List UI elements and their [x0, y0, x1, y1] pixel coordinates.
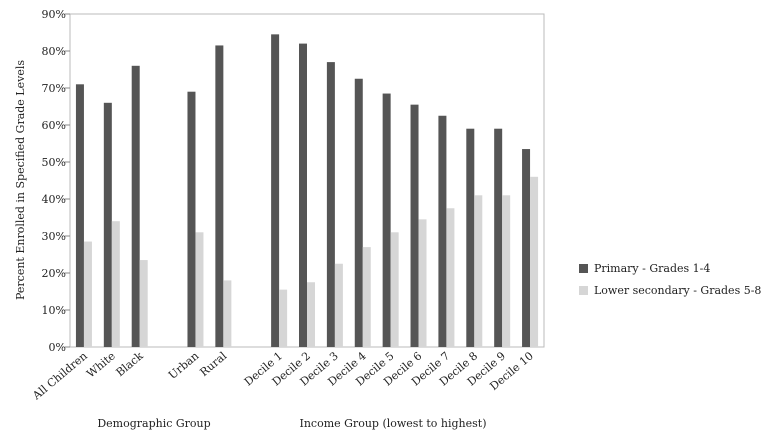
bar-lower-secondary: [390, 232, 399, 347]
y-axis-label: Percent Enrolled in Specified Grade Leve…: [14, 60, 27, 300]
bar-lower-secondary: [334, 263, 343, 347]
y-tick-label: 30%: [42, 230, 66, 243]
bar-primary: [131, 65, 140, 348]
group-label-income: Income Group (lowest to highest): [300, 417, 487, 430]
bar-primary: [103, 102, 112, 347]
bar-lower-secondary: [223, 280, 232, 347]
bar-primary: [75, 84, 84, 348]
bar-lower-secondary: [83, 241, 92, 347]
y-tick-label: 0%: [49, 341, 66, 354]
legend-label-primary: Primary - Grades 1-4: [594, 262, 710, 275]
x-tick-label: Rural: [197, 349, 229, 379]
bars: [75, 34, 539, 348]
bar-primary: [187, 91, 196, 347]
bar-lower-secondary: [111, 221, 120, 347]
bar-lower-secondary: [418, 219, 427, 347]
bar-primary: [271, 34, 280, 347]
bar-primary: [215, 45, 224, 347]
bar-lower-secondary: [139, 260, 148, 347]
bar-lower-secondary: [530, 176, 539, 347]
bar-lower-secondary: [474, 195, 483, 347]
y-tick-label: 80%: [42, 45, 66, 58]
y-tick-label: 60%: [42, 119, 66, 132]
bar-lower-secondary: [195, 232, 204, 347]
legend-swatch-lower-secondary: [579, 286, 588, 295]
bar-primary: [326, 62, 335, 347]
bar-lower-secondary: [502, 195, 511, 347]
y-tick-label: 50%: [42, 156, 66, 169]
x-tick-label: White: [84, 349, 118, 380]
y-tick-label: 20%: [42, 267, 66, 280]
bar-primary: [494, 128, 503, 347]
legend-label-lower-secondary: Lower secondary - Grades 5-8: [594, 284, 761, 297]
bar-primary: [299, 43, 307, 347]
bar-primary: [382, 93, 391, 347]
bar-lower-secondary: [307, 282, 315, 347]
y-tick-label: 40%: [42, 193, 66, 206]
x-tick-label: Urban: [166, 349, 201, 382]
bar-primary: [354, 78, 363, 347]
bar-primary: [410, 104, 419, 348]
x-tick-label: All Children: [29, 349, 89, 403]
y-axis: 0% 10% 20% 30% 40% 50% 60% 70% 80% 90%: [42, 8, 70, 354]
y-tick-label: 10%: [42, 304, 66, 317]
legend: Primary - Grades 1-4 Lower secondary - G…: [579, 262, 761, 297]
bar-lower-secondary: [446, 208, 455, 347]
y-tick-label: 90%: [42, 8, 66, 21]
bar-lower-secondary: [362, 247, 371, 347]
bar-primary: [522, 149, 531, 347]
group-label-demographic: Demographic Group: [97, 417, 210, 430]
y-tick-label: 70%: [42, 82, 66, 95]
bar-primary: [466, 128, 475, 347]
bar-primary: [438, 115, 447, 347]
x-tick-label: Black: [114, 349, 146, 379]
legend-swatch-primary: [579, 264, 588, 273]
bar-lower-secondary: [279, 289, 288, 347]
